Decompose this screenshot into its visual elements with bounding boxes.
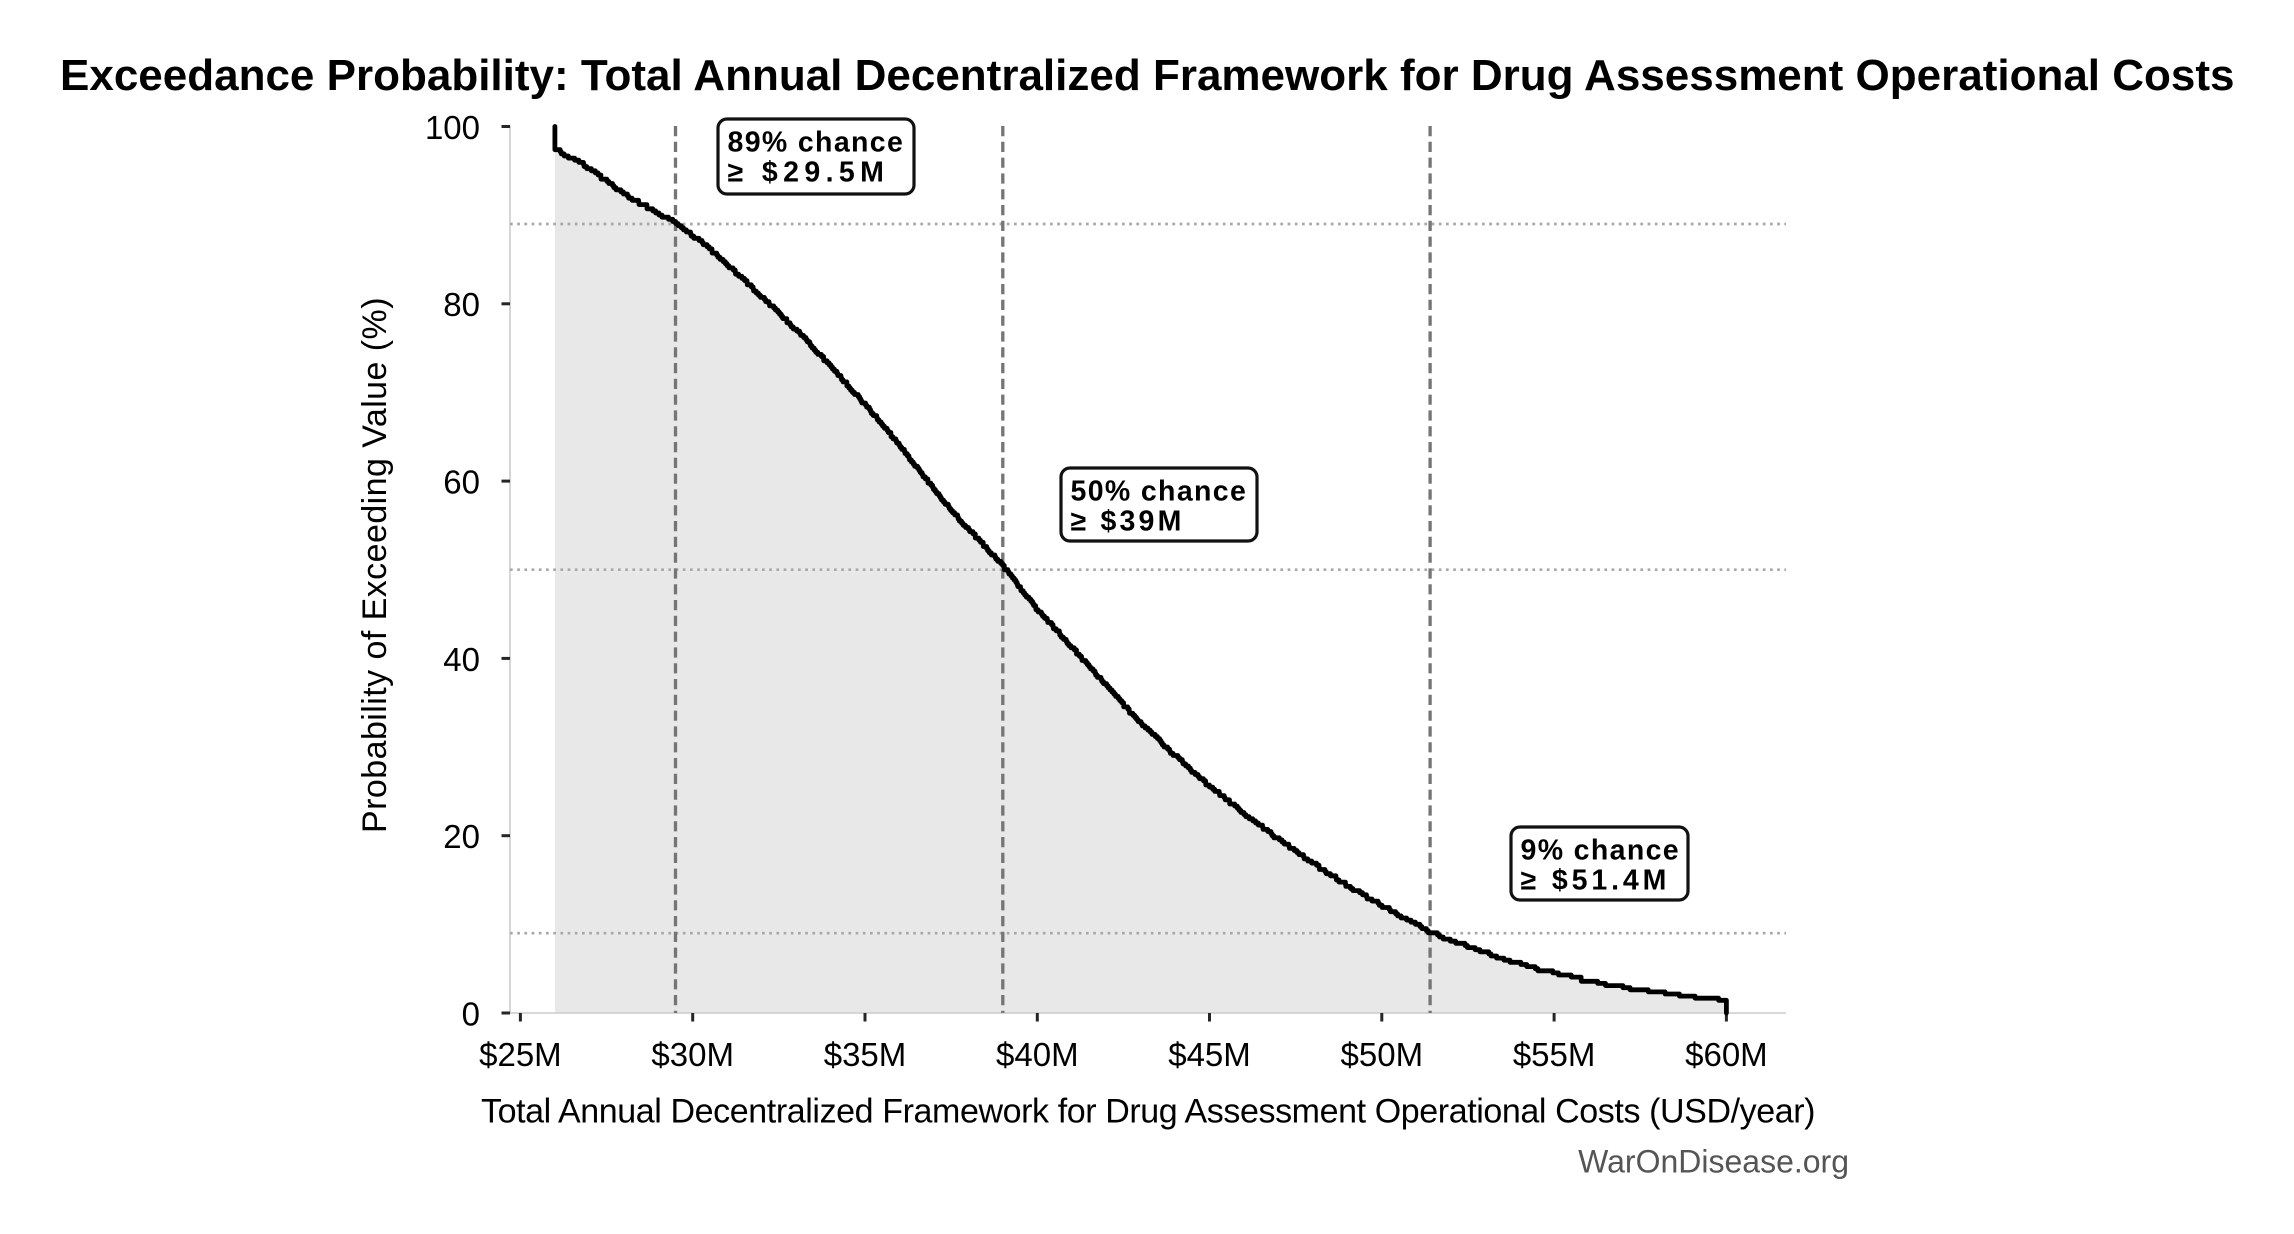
svg-text:0: 0 [462, 995, 480, 1032]
svg-text:$55M: $55M [1513, 1036, 1596, 1073]
svg-text:80: 80 [443, 286, 480, 323]
svg-text:40: 40 [443, 641, 480, 678]
svg-text:≥ $51.4M: ≥ $51.4M [1521, 864, 1671, 896]
svg-text:$60M: $60M [1685, 1036, 1768, 1073]
svg-text:9% chance: 9% chance [1521, 835, 1680, 867]
svg-text:$45M: $45M [1168, 1036, 1251, 1073]
svg-text:$35M: $35M [824, 1036, 907, 1073]
svg-text:$50M: $50M [1341, 1036, 1424, 1073]
svg-text:50% chance: 50% chance [1071, 476, 1248, 508]
svg-text:$25M: $25M [479, 1036, 562, 1073]
svg-text:$40M: $40M [996, 1036, 1079, 1073]
svg-text:100: 100 [425, 109, 480, 146]
svg-text:$30M: $30M [651, 1036, 734, 1073]
svg-text:≥ $29.5M: ≥ $29.5M [728, 156, 890, 188]
svg-text:Exceedance Probability: Total: Exceedance Probability: Total Annual Dec… [60, 51, 2235, 100]
svg-text:20: 20 [443, 818, 480, 855]
svg-text:60: 60 [443, 464, 480, 501]
svg-text:≥ $39M: ≥ $39M [1071, 505, 1185, 537]
svg-text:WarOnDisease.org: WarOnDisease.org [1578, 1144, 1849, 1180]
svg-text:89% chance: 89% chance [728, 127, 905, 159]
svg-text:Probability of Exceeding Value: Probability of Exceeding Value (%) [356, 297, 394, 833]
svg-text:Total Annual Decentralized Fra: Total Annual Decentralized Framework for… [481, 1093, 1815, 1131]
